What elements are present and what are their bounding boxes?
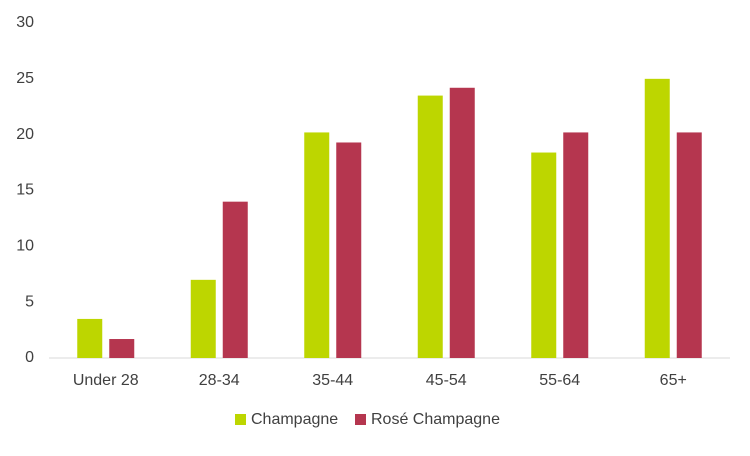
y-tick-label: 0 <box>25 349 34 366</box>
x-tick-label: Under 28 <box>73 372 139 389</box>
y-tick-label: 30 <box>16 14 34 31</box>
bar <box>304 132 330 358</box>
bar <box>336 142 362 358</box>
y-tick-label: 10 <box>16 238 34 255</box>
bar <box>109 339 135 358</box>
legend-swatch <box>355 414 366 425</box>
x-tick-label: 45-54 <box>426 372 467 389</box>
bar <box>222 201 248 358</box>
y-tick-label: 5 <box>25 293 34 310</box>
x-tick-label: 35-44 <box>312 372 353 389</box>
y-tick-label: 15 <box>16 182 34 199</box>
legend-label: Rosé Champagne <box>371 411 500 428</box>
bar <box>190 279 216 358</box>
bar <box>417 95 443 358</box>
y-tick-label: 20 <box>16 126 34 143</box>
bar <box>77 318 103 358</box>
y-tick-label: 25 <box>16 70 34 87</box>
bar <box>676 132 702 358</box>
bar <box>644 78 670 358</box>
x-tick-label: 65+ <box>660 372 687 389</box>
legend-swatch <box>235 414 246 425</box>
bar <box>449 87 475 359</box>
bar <box>563 132 589 358</box>
x-tick-label: 55-64 <box>539 372 580 389</box>
legend-label: Champagne <box>251 411 338 428</box>
x-tick-label: 28-34 <box>199 372 240 389</box>
bar <box>531 152 557 358</box>
